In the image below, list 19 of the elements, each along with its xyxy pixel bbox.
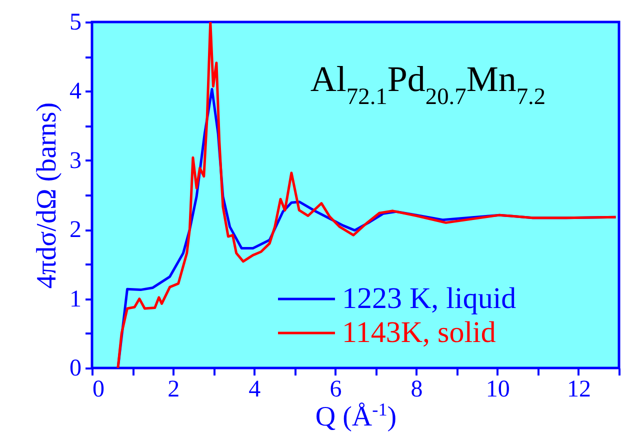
x-tick-label: 12 <box>566 376 591 402</box>
x-tick-label: 8 <box>410 376 423 402</box>
y-tick-label: 2 <box>70 217 82 244</box>
x-tick-label: 10 <box>486 376 510 402</box>
legend-label: 1223 K, liquid <box>342 282 516 315</box>
y-tick-label: 5 <box>70 10 82 36</box>
y-axis-title: 4πdσ/dΩ (barns) <box>32 102 62 289</box>
y-tick-label: 3 <box>70 148 82 174</box>
y-tick-label: 4 <box>70 78 82 105</box>
legend-label: 1143K, solid <box>342 316 496 349</box>
x-tick-label: 0 <box>92 376 104 402</box>
y-tick-label: 1 <box>70 286 82 312</box>
y-tick-label: 0 <box>70 356 82 382</box>
line-series <box>116 22 618 368</box>
x-axis-title: Q (Å$^{-1}$) <box>315 400 397 432</box>
x-tick-label: 4 <box>248 376 261 402</box>
annotation: Al$_{72.1}$Pd$_{20.7}$Mn$_{7.2}$ <box>310 59 546 110</box>
x-tick-label: 2 <box>168 376 180 402</box>
x-tick-label: 6 <box>330 376 342 402</box>
